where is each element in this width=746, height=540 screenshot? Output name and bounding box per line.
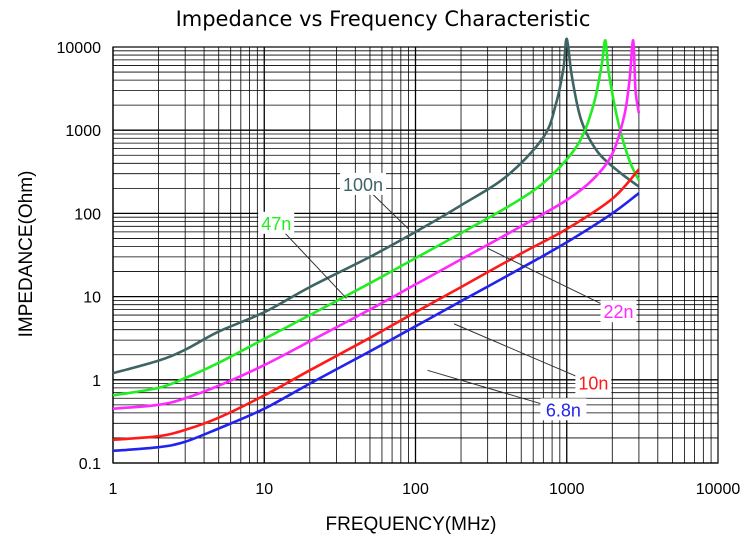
y-axis-label: IMPEDANCE(Ohm) xyxy=(16,171,37,338)
series-line-47n xyxy=(112,39,641,397)
series-labels: 100n 47n 22n 10n 6.8n xyxy=(258,172,637,421)
label-leader-line xyxy=(275,223,347,299)
label-background xyxy=(575,371,612,394)
y-tick-label: 10000 xyxy=(57,40,102,57)
series-line-10n xyxy=(112,168,640,442)
y-tick-label: 1 xyxy=(92,373,101,390)
plot-area xyxy=(112,46,719,464)
series-label-100n: 100n xyxy=(343,175,383,195)
series-label-22n: 22n xyxy=(604,302,634,322)
chart-title: Impedance vs Frequency Characteristic xyxy=(176,7,591,31)
x-tick-label: 1000 xyxy=(549,481,585,498)
x-tick-label: 1 xyxy=(109,481,118,498)
series-label-6_8n: 6.8n xyxy=(546,400,581,420)
x-tick-label: 100 xyxy=(402,481,429,498)
x-tick-label: 10000 xyxy=(696,481,741,498)
label-background xyxy=(340,172,387,195)
y-tick-label: 100 xyxy=(74,206,101,223)
series-line-100n xyxy=(112,37,640,375)
grid xyxy=(112,47,718,464)
series-label-47n: 47n xyxy=(261,214,291,234)
label-background xyxy=(600,300,637,323)
x-axis-label: FREQUENCY(MHz) xyxy=(326,514,497,535)
x-tick-label: 10 xyxy=(255,481,273,498)
y-tick-label: 1000 xyxy=(65,123,101,140)
tick-labels: 1 10 100 1000 10000 0.1 1 10 100 1000 10000 xyxy=(57,40,741,498)
series-line-6_8n xyxy=(112,192,640,453)
label-leader-line xyxy=(453,323,594,385)
label-background xyxy=(258,211,295,234)
label-leader-line xyxy=(487,247,619,313)
y-tick-label: 10 xyxy=(83,290,101,307)
label-background xyxy=(540,398,587,421)
series-label-10n: 10n xyxy=(578,374,608,394)
series-lines xyxy=(112,37,641,453)
series-line-22n xyxy=(112,39,641,410)
y-tick-label: 0.1 xyxy=(79,456,101,473)
